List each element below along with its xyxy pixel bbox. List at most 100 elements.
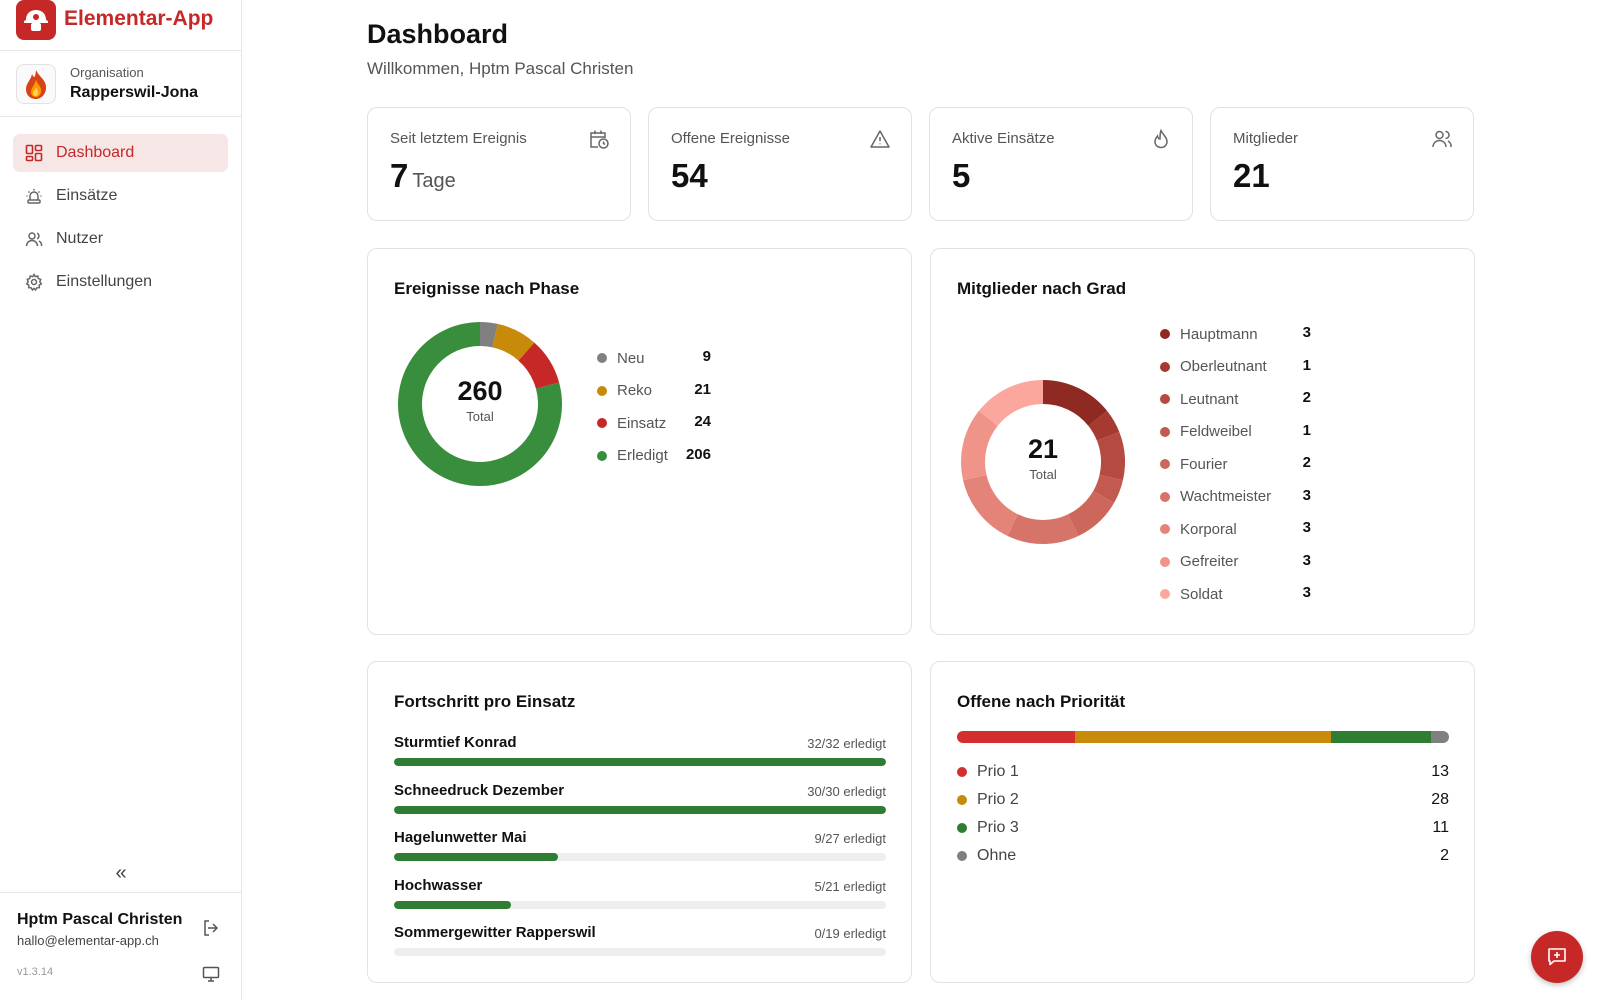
grade-legend-label: Wachtmeister	[1180, 488, 1272, 505]
progress-item-name: Hagelunwetter Mai	[394, 829, 527, 846]
progress-track	[394, 758, 886, 766]
sidebar-item-nutzer[interactable]: Nutzer	[13, 220, 228, 258]
priority-label: Prio 1	[977, 763, 1019, 780]
collapse-sidebar-button[interactable]: «	[115, 862, 127, 884]
priority-item: Prio 1 13	[957, 761, 1449, 783]
stat-number: 7	[390, 157, 409, 194]
dashboard-icon	[25, 144, 43, 162]
progress-fill	[394, 805, 886, 814]
brand-name: Elementar-App	[64, 7, 214, 30]
sidebar-nav: Dashboard Einsätze Nutzer Einstellungen	[0, 117, 241, 301]
grade-legend-dot	[1160, 459, 1170, 469]
brand[interactable]: Elementar-App	[0, 0, 241, 51]
sidebar-item-einstellungen[interactable]: Einstellungen	[13, 263, 228, 301]
grade-legend-dot	[1160, 329, 1170, 339]
progress-item[interactable]: Sommergewitter Rapperswil 0/19 erledigt	[394, 924, 886, 956]
phase-slice-einsatz	[518, 342, 560, 389]
users-icon	[1431, 128, 1453, 155]
progress-item-name: Sommergewitter Rapperswil	[394, 924, 596, 941]
grade-legend-value: 3	[1302, 551, 1311, 569]
stat-label: Offene Ereignisse	[671, 130, 790, 147]
stat-unit: Tage	[412, 170, 456, 192]
progress-fill	[394, 758, 886, 766]
phase-slice-neu	[480, 322, 498, 348]
main-content: Dashboard Willkommen, Hptm Pascal Christ…	[367, 0, 1475, 221]
sidebar-item-label: Nutzer	[56, 230, 104, 247]
organisation-switcher[interactable]: Organisation Rapperswil-Jona	[0, 51, 241, 117]
users-icon	[25, 232, 43, 247]
grade-slice-korporal	[963, 474, 1018, 536]
priority-item: Prio 3 11	[957, 817, 1449, 839]
grade-slice-oberleutnant	[1088, 410, 1120, 441]
grade-legend-label: Fourier	[1180, 455, 1228, 473]
progress-item[interactable]: Schneedruck Dezember 30/30 erledigt	[394, 782, 886, 814]
priority-label: Prio 2	[977, 791, 1019, 808]
phase-legend-item: Einsatz	[597, 413, 666, 433]
phase-legend-item: Erledigt	[597, 446, 668, 466]
priority-value: 2	[1440, 847, 1449, 864]
progress-item-name: Hochwasser	[394, 876, 483, 894]
progress-track	[394, 900, 886, 909]
stat-label: Mitglieder	[1233, 130, 1299, 147]
phase-legend-value: 206	[685, 445, 711, 463]
user-panel: Hptm Pascal Christen hallo@elementar-app…	[0, 892, 242, 982]
organisation-name: Rapperswil-Jona	[70, 84, 199, 101]
grade-donut-chart	[961, 380, 1125, 544]
grade-legend-label: Leutnant	[1180, 390, 1239, 408]
logout-button[interactable]	[202, 919, 220, 942]
priority-value: 11	[1432, 819, 1449, 836]
progress-fill	[394, 853, 558, 861]
grade-legend-item: Gefreiter	[1160, 552, 1238, 572]
grade-legend-value: 3	[1302, 324, 1311, 341]
progress-item[interactable]: Hagelunwetter Mai 9/27 erledigt	[394, 829, 886, 861]
progress-item-count: 30/30 erledigt	[807, 783, 886, 799]
grade-legend-value: 2	[1302, 389, 1311, 406]
progress-item[interactable]: Sturmtief Konrad 32/32 erledigt	[394, 734, 886, 766]
sidebar-item-einsaetze[interactable]: Einsätze	[13, 177, 228, 215]
grade-legend-item: Feldweibel	[1160, 422, 1252, 442]
grade-donut-center: 21 Total	[961, 434, 1125, 482]
phase-total: 260	[457, 376, 503, 406]
grade-legend-dot	[1160, 524, 1170, 534]
grade-legend-dot	[1160, 361, 1170, 372]
siren-icon	[26, 189, 42, 204]
progress-item-count: 9/27 erledigt	[814, 831, 886, 846]
progress-item[interactable]: Hochwasser 5/21 erledigt	[394, 877, 886, 909]
priority-value: 28	[1431, 791, 1449, 808]
phase-legend-dot	[597, 385, 607, 396]
page-subtitle: Willkommen, Hptm Pascal Christen	[367, 59, 634, 78]
flame-icon	[1150, 128, 1172, 155]
grade-slice-wachtmeister	[1007, 514, 1079, 544]
grade-legend-dot	[1160, 589, 1170, 599]
priority-bar-segment	[1430, 731, 1449, 743]
progress-fill	[394, 900, 512, 909]
stat-card-aktive-einsaetze: Aktive Einsätze 5	[929, 107, 1193, 221]
grade-legend-item: Leutnant	[1160, 389, 1238, 409]
card-title: Ereignisse nach Phase	[394, 279, 580, 298]
phase-legend-label: Neu	[617, 349, 645, 367]
grade-legend-item: Wachtmeister	[1160, 487, 1271, 507]
sidebar-item-label: Einsätze	[56, 187, 118, 204]
grade-legend-dot	[1160, 394, 1170, 404]
stat-card-offene-ereignisse: Offene Ereignisse 54	[648, 107, 912, 221]
stat-card-seit-letztem-ereignis: Seit letztem Ereignis 7 Tage	[367, 107, 631, 221]
phase-legend-item: Reko	[597, 381, 652, 401]
grade-legend-item: Fourier	[1160, 454, 1228, 474]
priority-bar-segment	[957, 731, 1076, 743]
logout-icon	[204, 920, 219, 936]
priority-bar-segment	[1330, 731, 1431, 743]
progress-item-name: Schneedruck Dezember	[394, 781, 565, 799]
grade-legend-item: Oberleutnant	[1160, 357, 1267, 377]
grade-total-label: Total	[1029, 467, 1057, 482]
stat-value: 5	[952, 157, 971, 194]
sidebar-item-dashboard[interactable]: Dashboard	[13, 134, 228, 172]
grade-chart-card: Mitglieder nach Grad 21 Total Hauptmann 3…	[930, 248, 1475, 635]
feedback-button[interactable]	[1531, 931, 1583, 983]
grade-legend-item: Korporal	[1160, 519, 1237, 539]
app-version: v1.3.14	[17, 966, 54, 978]
page-title: Dashboard	[367, 19, 509, 49]
phase-legend-value: 24	[694, 413, 711, 430]
grade-legend-value: 3	[1302, 519, 1311, 536]
progress-card: Fortschritt pro Einsatz Sturmtief Konrad…	[367, 661, 912, 983]
theme-toggle-button[interactable]	[202, 965, 220, 988]
